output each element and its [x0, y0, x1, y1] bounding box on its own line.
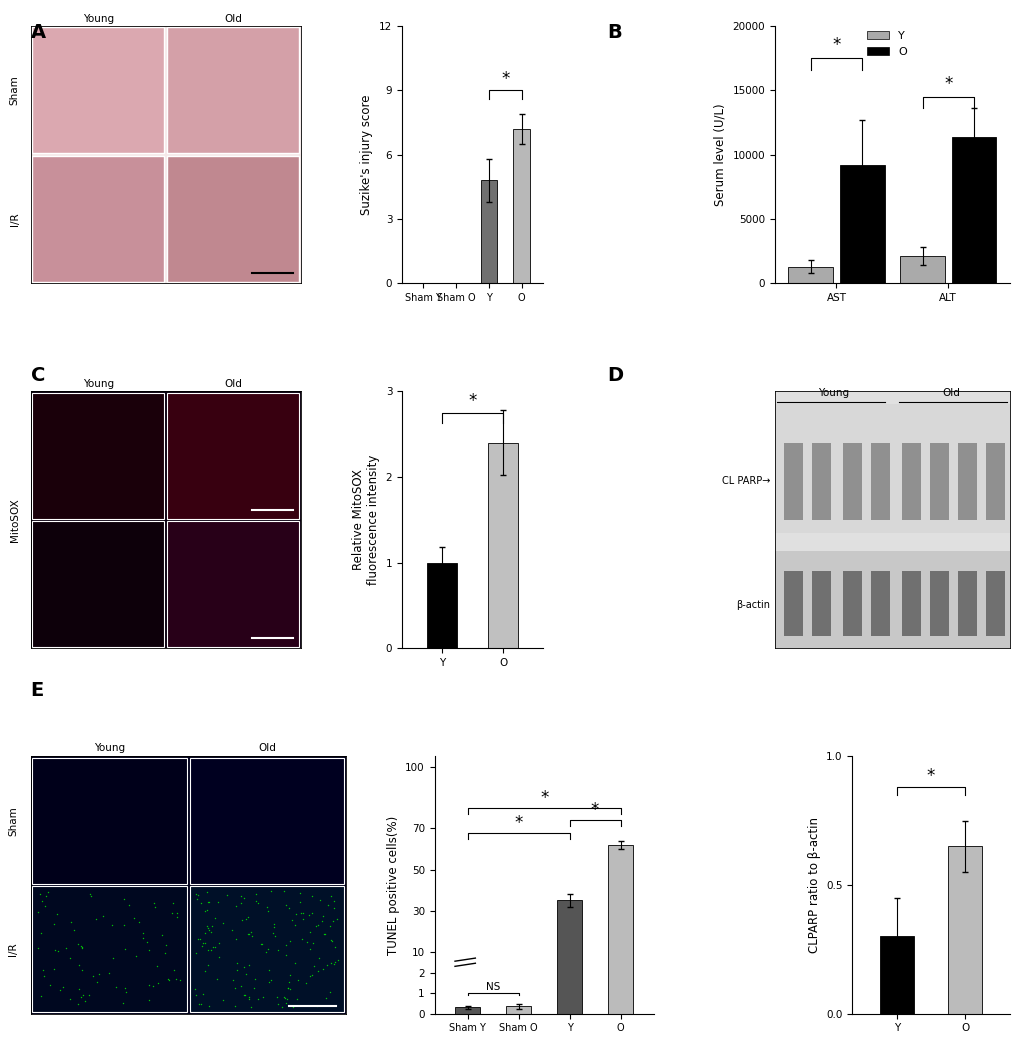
- Bar: [788, 266, 833, 283]
- Text: I/R: I/R: [8, 943, 18, 956]
- Text: *: *: [944, 75, 952, 93]
- Bar: [480, 181, 496, 283]
- Bar: [948, 846, 981, 1014]
- Text: C: C: [31, 366, 45, 385]
- Bar: [842, 572, 861, 635]
- Bar: [951, 137, 996, 283]
- Bar: [870, 572, 890, 635]
- Bar: [190, 758, 343, 884]
- Bar: [957, 572, 976, 635]
- Bar: [870, 443, 890, 520]
- Bar: [842, 443, 861, 520]
- Y-axis label: TUNEL positive cells(%): TUNEL positive cells(%): [386, 815, 399, 955]
- Bar: [167, 27, 300, 154]
- Bar: [812, 443, 830, 520]
- Text: Young: Young: [817, 388, 849, 398]
- Bar: [32, 156, 164, 282]
- Text: A: A: [31, 23, 46, 42]
- Text: MitoSOX: MitoSOX: [10, 498, 19, 541]
- Bar: [957, 443, 976, 520]
- Bar: [454, 1007, 480, 1014]
- Bar: [784, 572, 802, 635]
- Text: *: *: [832, 37, 840, 54]
- Text: *: *: [926, 767, 934, 785]
- Y-axis label: Suzike's injury score: Suzike's injury score: [360, 94, 373, 215]
- Text: Young: Young: [94, 743, 124, 752]
- Bar: [774, 551, 1009, 649]
- Text: B: B: [606, 23, 621, 42]
- Bar: [929, 572, 948, 635]
- Text: Old: Old: [258, 743, 275, 752]
- Bar: [774, 404, 1009, 533]
- Bar: [985, 443, 1004, 520]
- Bar: [33, 758, 186, 884]
- Bar: [607, 845, 633, 1014]
- Bar: [190, 886, 343, 1013]
- Text: *: *: [514, 814, 523, 832]
- Legend: Y, O: Y, O: [862, 26, 911, 61]
- Text: Sham: Sham: [10, 75, 19, 106]
- Text: CL PARP→: CL PARP→: [721, 477, 769, 486]
- Y-axis label: CLPARP ratio to β-actin: CLPARP ratio to β-actin: [807, 817, 819, 953]
- Bar: [839, 165, 883, 283]
- Text: Sham: Sham: [8, 806, 18, 836]
- Bar: [812, 572, 830, 635]
- Text: Old: Old: [224, 378, 242, 389]
- Y-axis label: Serum level (U/L): Serum level (U/L): [713, 103, 727, 206]
- Bar: [929, 443, 948, 520]
- Bar: [426, 563, 457, 649]
- Text: *: *: [590, 802, 599, 819]
- Text: Old: Old: [942, 388, 959, 398]
- Bar: [784, 443, 802, 520]
- Bar: [167, 156, 300, 282]
- Text: NS: NS: [485, 982, 500, 992]
- Bar: [556, 901, 582, 1014]
- Bar: [487, 443, 518, 649]
- Bar: [32, 393, 164, 518]
- Text: *: *: [539, 789, 548, 807]
- Text: D: D: [606, 366, 623, 385]
- Text: Old: Old: [224, 14, 242, 24]
- Bar: [167, 393, 300, 518]
- Bar: [505, 1006, 531, 1014]
- Bar: [901, 443, 919, 520]
- Text: Young: Young: [83, 378, 113, 389]
- Text: I/R: I/R: [10, 212, 19, 226]
- Text: *: *: [468, 392, 476, 411]
- Text: *: *: [500, 70, 508, 88]
- Bar: [513, 129, 529, 283]
- Bar: [33, 886, 186, 1013]
- Bar: [900, 256, 944, 283]
- Bar: [167, 521, 300, 647]
- Text: Young: Young: [83, 14, 113, 24]
- Bar: [901, 572, 919, 635]
- Text: E: E: [31, 681, 44, 700]
- Bar: [878, 936, 913, 1014]
- Bar: [985, 572, 1004, 635]
- Y-axis label: Relative MitoSOX
fluorescence intensity: Relative MitoSOX fluorescence intensity: [352, 455, 380, 585]
- Bar: [32, 27, 164, 154]
- Text: β-actin: β-actin: [736, 600, 769, 609]
- Bar: [32, 521, 164, 647]
